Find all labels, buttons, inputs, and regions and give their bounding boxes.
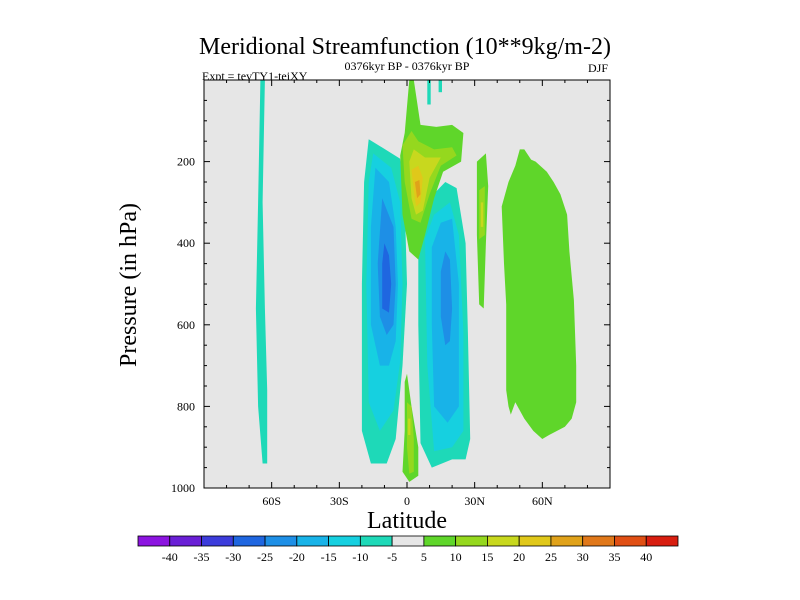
x-tick-label: 30S — [330, 494, 349, 508]
x-tick-label: 60N — [532, 494, 553, 508]
colorbar-label: 25 — [545, 550, 557, 564]
x-axis-label: Latitude — [367, 508, 447, 534]
season-label: DJF — [588, 61, 608, 75]
colorbar-swatch — [550, 535, 584, 547]
y-tick-label: 200 — [177, 155, 195, 169]
colorbar-label: -40 — [162, 550, 178, 564]
colorbar-swatch — [264, 535, 298, 547]
contour-n50-plus-5 — [501, 149, 577, 439]
colorbar-swatch — [423, 535, 457, 547]
contour-southern-strip — [255, 80, 268, 464]
colorbar-swatch — [232, 535, 266, 547]
colorbar-label: -10 — [352, 550, 368, 564]
x-tick-label: 60S — [262, 494, 281, 508]
y-tick-label: 800 — [177, 399, 195, 413]
chart-title: Meridional Streamfunction (10**9kg/m-2) — [199, 34, 611, 60]
colorbar-swatch — [296, 535, 329, 547]
colorbar-label: 15 — [481, 550, 493, 564]
axis-ticks: 60S 30S 0 30N 60N 200 400 600 800 1000 — [171, 79, 611, 508]
colorbar-label: -20 — [289, 550, 305, 564]
x-tick-label: 0 — [404, 494, 410, 508]
colorbar-label: 30 — [577, 550, 589, 564]
colorbar-swatch — [169, 535, 202, 547]
colorbar-label: -5 — [387, 550, 397, 564]
colorbar-swatch — [359, 535, 393, 547]
contour-top-sliver-a — [427, 80, 431, 105]
colorbar-swatch — [328, 535, 361, 547]
y-tick-label: 600 — [177, 318, 195, 332]
colorbar-label: 5 — [421, 550, 427, 564]
period-label: 0376kyr BP - 0376kyr BP — [345, 59, 470, 73]
colorbar-swatch — [582, 535, 615, 547]
contour-tropical-minus-25 — [382, 243, 392, 313]
colorbar-swatch — [391, 535, 425, 547]
colorbar-label: -15 — [321, 550, 337, 564]
colorbar-swatch — [645, 535, 679, 547]
colorbar-label: -25 — [257, 550, 273, 564]
colorbar-swatch — [518, 535, 552, 547]
colorbar: -40 -35 -30 -25 -20 -15 -10 -5 5 10 15 20 25 30 35 40 — [137, 535, 679, 564]
contour-north-minus-20 — [440, 251, 453, 346]
colorbar-swatch — [614, 535, 647, 547]
contour-lower-plus-15 — [408, 418, 411, 435]
colorbar-label: 10 — [450, 550, 462, 564]
contour-equatorial-plus-25 — [414, 180, 421, 199]
colorbar-label: 35 — [608, 550, 620, 564]
contour-top-sliver-b — [438, 80, 442, 93]
colorbar-swatch — [487, 535, 520, 547]
colorbar-swatch — [201, 535, 234, 547]
contour-n30-plus-15 — [480, 202, 484, 227]
colorbar-label: -35 — [194, 550, 210, 564]
y-axis-label: Pressure (in hPa) — [116, 203, 142, 367]
colorbar-swatch — [137, 535, 171, 547]
colorbar-label: 40 — [640, 550, 652, 564]
plot-area: 60S 30S 0 30N 60N 200 400 600 800 1000 — [171, 79, 611, 508]
contour-regions — [255, 80, 577, 482]
colorbar-swatch — [455, 535, 488, 547]
y-tick-label: 400 — [177, 236, 195, 250]
x-tick-label: 30N — [464, 494, 485, 508]
colorbar-label: -30 — [225, 550, 241, 564]
y-tick-label: 1000 — [171, 481, 195, 495]
colorbar-label: 20 — [513, 550, 525, 564]
